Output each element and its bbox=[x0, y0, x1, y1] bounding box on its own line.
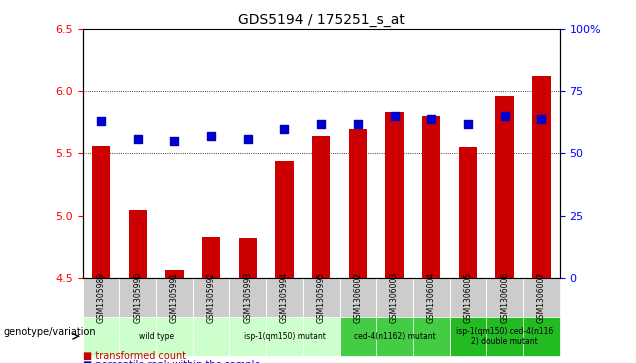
Bar bbox=[128, 209, 147, 278]
FancyBboxPatch shape bbox=[266, 278, 303, 317]
Bar bbox=[165, 270, 184, 278]
Bar bbox=[495, 96, 514, 278]
FancyBboxPatch shape bbox=[340, 317, 450, 356]
Title: GDS5194 / 175251_s_at: GDS5194 / 175251_s_at bbox=[238, 13, 404, 26]
Point bbox=[133, 136, 143, 142]
FancyBboxPatch shape bbox=[340, 278, 377, 317]
Text: GSM1305992: GSM1305992 bbox=[207, 272, 216, 323]
Point bbox=[243, 136, 253, 142]
FancyBboxPatch shape bbox=[377, 278, 413, 317]
FancyBboxPatch shape bbox=[303, 278, 340, 317]
Text: GSM1306007: GSM1306007 bbox=[537, 272, 546, 323]
Bar bbox=[312, 136, 330, 278]
Bar bbox=[532, 76, 551, 278]
FancyBboxPatch shape bbox=[450, 317, 560, 356]
Text: GSM1306003: GSM1306003 bbox=[390, 272, 399, 323]
Point bbox=[536, 116, 546, 122]
Text: GSM1306006: GSM1306006 bbox=[500, 272, 509, 323]
Text: isp-1(qm150) mutant: isp-1(qm150) mutant bbox=[244, 332, 326, 341]
Text: ■ transformed count: ■ transformed count bbox=[83, 351, 186, 361]
Point bbox=[426, 116, 436, 122]
Bar bbox=[202, 237, 220, 278]
Point bbox=[206, 133, 216, 139]
FancyBboxPatch shape bbox=[83, 317, 230, 356]
Bar bbox=[422, 116, 440, 278]
Point bbox=[279, 126, 289, 131]
Point bbox=[316, 121, 326, 127]
Point bbox=[169, 138, 179, 144]
FancyBboxPatch shape bbox=[230, 278, 266, 317]
Text: ■ percentile rank within the sample: ■ percentile rank within the sample bbox=[83, 360, 260, 363]
FancyBboxPatch shape bbox=[120, 278, 156, 317]
FancyBboxPatch shape bbox=[523, 278, 560, 317]
FancyBboxPatch shape bbox=[487, 278, 523, 317]
FancyBboxPatch shape bbox=[193, 278, 230, 317]
Bar bbox=[459, 147, 477, 278]
FancyBboxPatch shape bbox=[83, 278, 120, 317]
Text: isp-1(qm150) ced-4(n116
2) double mutant: isp-1(qm150) ced-4(n116 2) double mutant bbox=[456, 327, 553, 346]
Bar bbox=[385, 113, 404, 278]
Point bbox=[96, 118, 106, 124]
Text: genotype/variation: genotype/variation bbox=[3, 327, 96, 337]
FancyBboxPatch shape bbox=[450, 278, 487, 317]
Text: GSM1305993: GSM1305993 bbox=[244, 272, 252, 323]
Point bbox=[463, 121, 473, 127]
Point bbox=[499, 113, 509, 119]
Bar bbox=[349, 129, 367, 278]
Bar bbox=[92, 146, 110, 278]
Text: GSM1306005: GSM1306005 bbox=[464, 272, 473, 323]
Text: GSM1305995: GSM1305995 bbox=[317, 272, 326, 323]
Text: GSM1305991: GSM1305991 bbox=[170, 272, 179, 323]
Text: GSM1305990: GSM1305990 bbox=[133, 272, 142, 323]
Text: GSM1305989: GSM1305989 bbox=[97, 272, 106, 323]
Text: GSM1306002: GSM1306002 bbox=[354, 272, 363, 323]
Text: wild type: wild type bbox=[139, 332, 174, 341]
Point bbox=[389, 113, 399, 119]
Text: ced-4(n1162) mutant: ced-4(n1162) mutant bbox=[354, 332, 436, 341]
Point bbox=[353, 121, 363, 127]
FancyBboxPatch shape bbox=[156, 278, 193, 317]
Text: GSM1306004: GSM1306004 bbox=[427, 272, 436, 323]
Bar bbox=[238, 238, 257, 278]
FancyBboxPatch shape bbox=[230, 317, 340, 356]
FancyBboxPatch shape bbox=[413, 278, 450, 317]
Bar bbox=[275, 161, 294, 278]
Text: GSM1305994: GSM1305994 bbox=[280, 272, 289, 323]
